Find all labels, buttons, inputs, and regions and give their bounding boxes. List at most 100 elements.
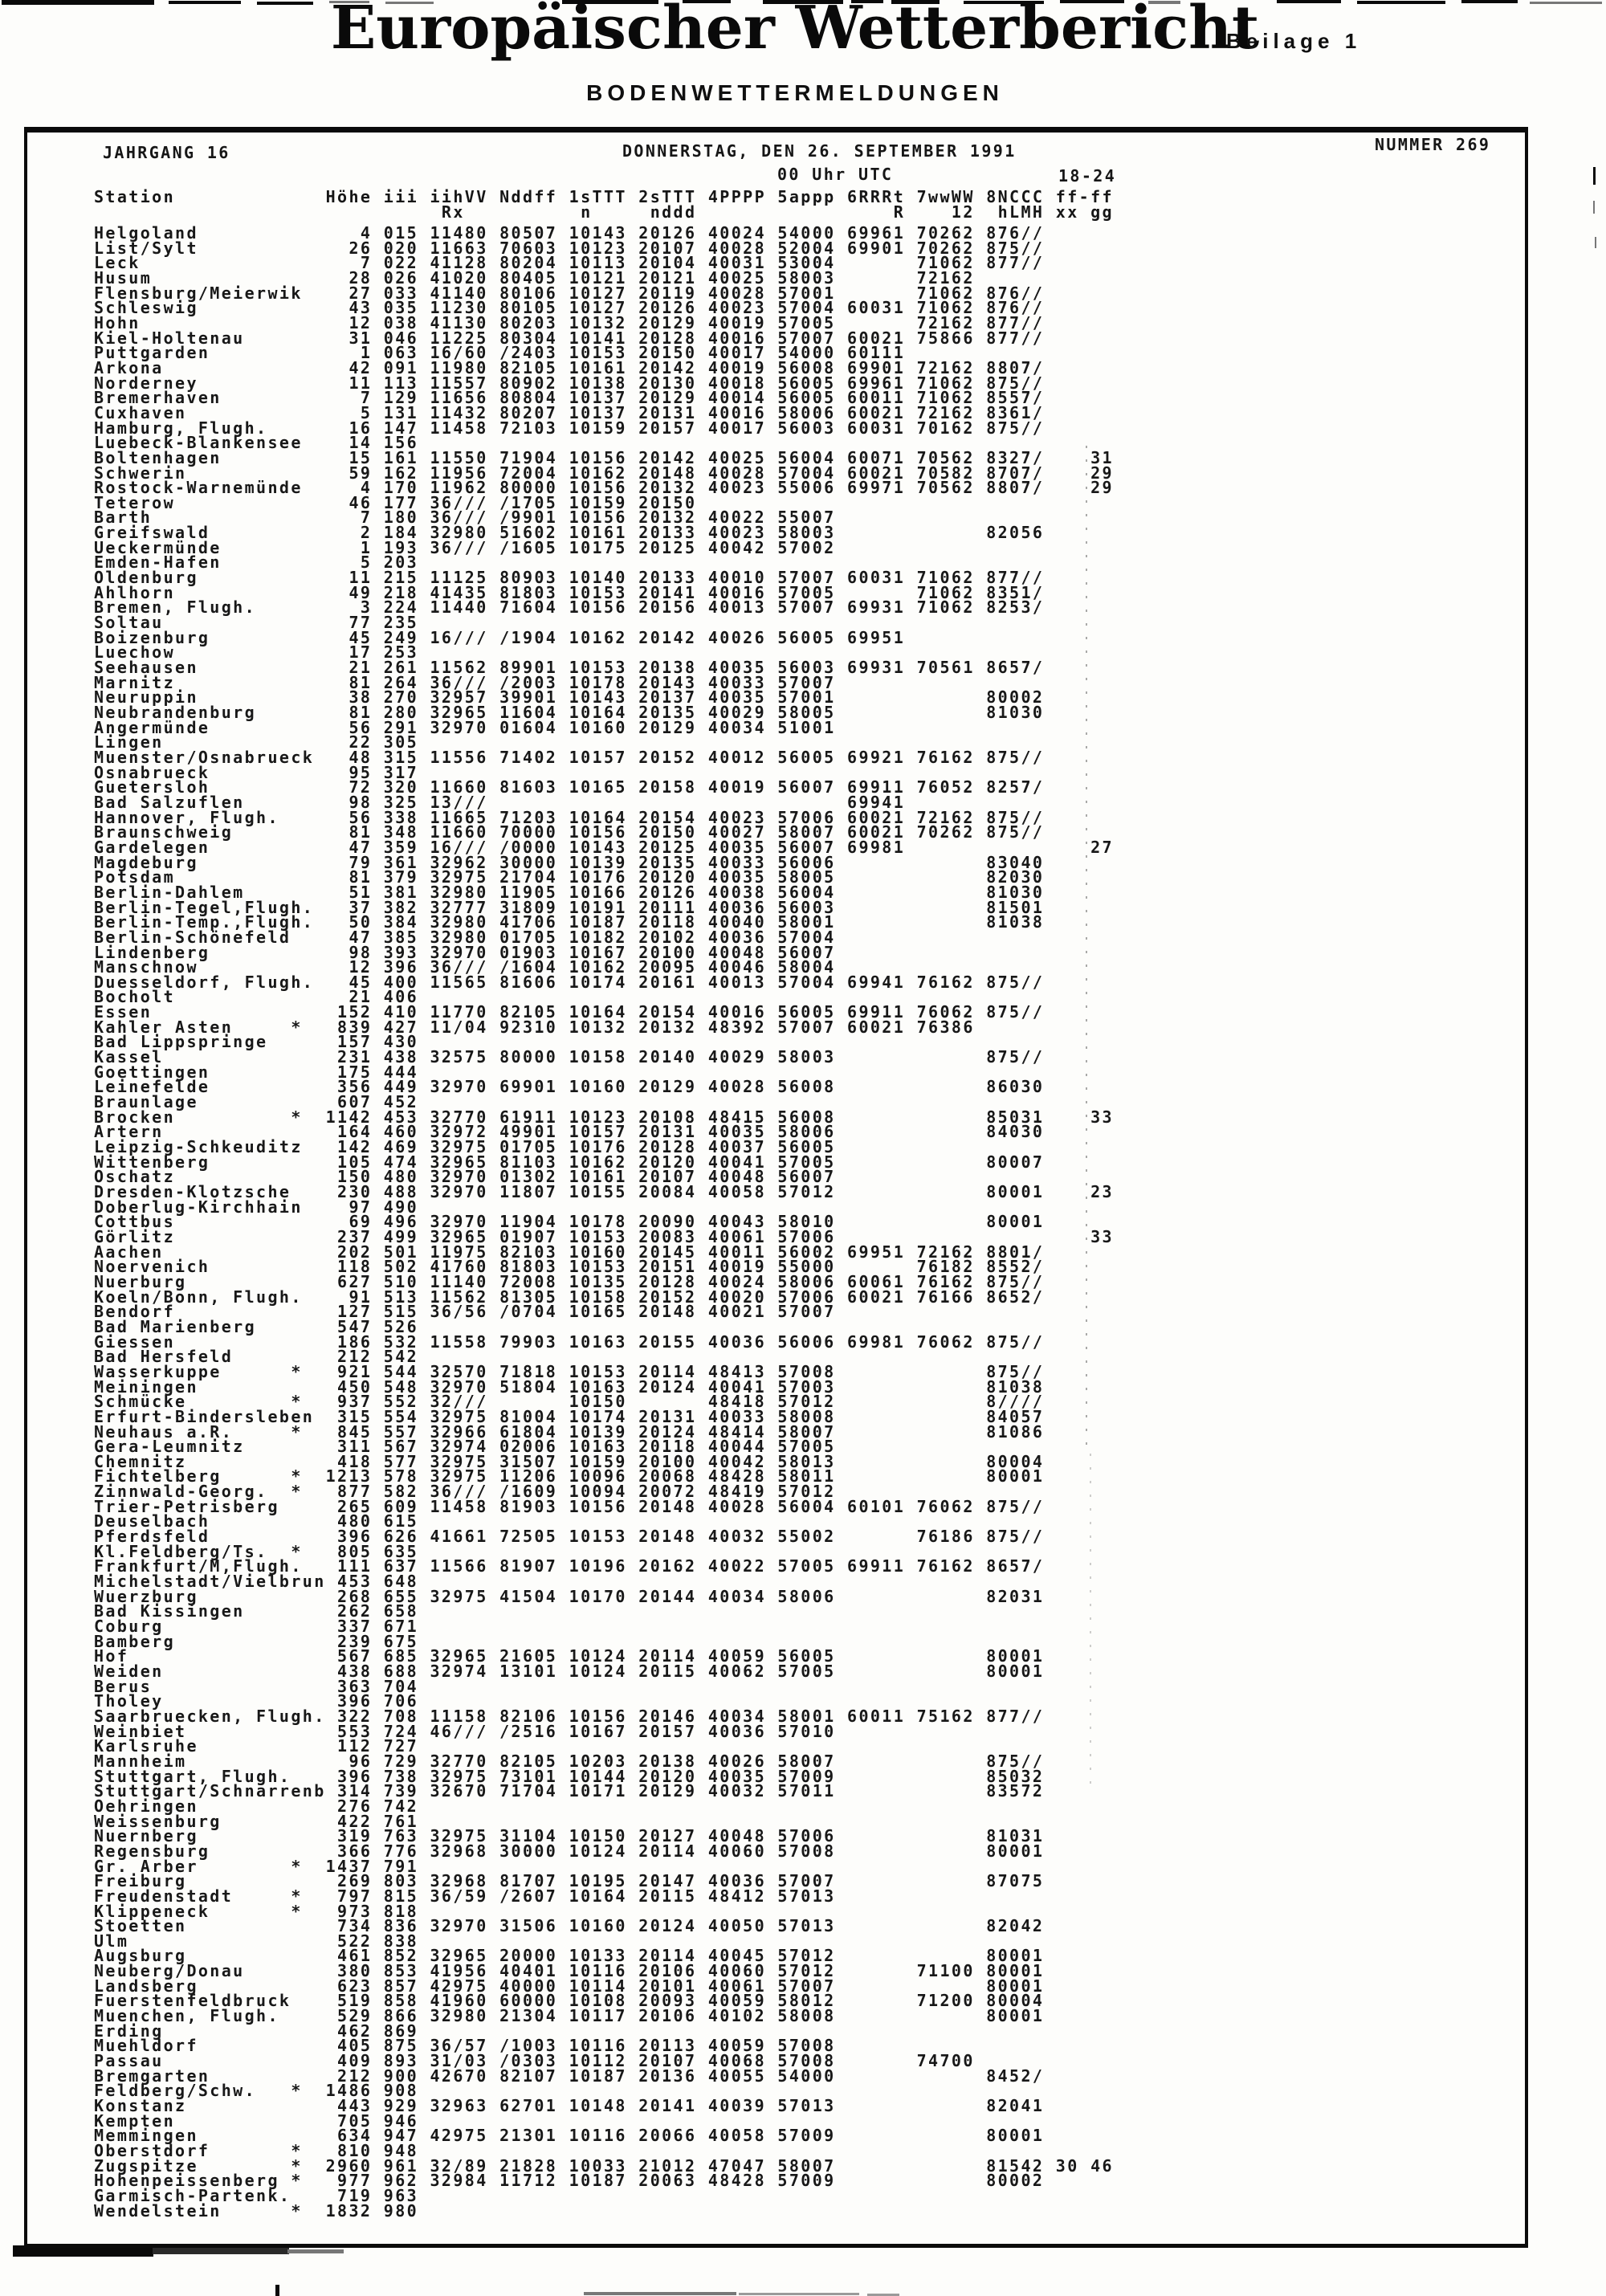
- station-row: Augsburg 461 852 32965 20000 10133 20114…: [94, 1946, 1045, 1966]
- scan-artifact: [1148, 1, 1180, 4]
- scan-artifact: [2, 0, 154, 5]
- station-row: Osnabrueck 95 317: [94, 762, 419, 782]
- station-row: Manschnow 12 396 36/// /1604 10162 20095…: [94, 957, 836, 977]
- station-row: Kl.Feldberg/Ts. * 805 635: [94, 1541, 419, 1561]
- station-row: Luebeck-Blankensee 14 156: [94, 433, 419, 453]
- station-row: Essen 152 410 11770 82105 10164 20154 40…: [94, 1002, 1045, 1022]
- station-row: Bendorf 127 515 36/56 /0704 10165 20148 …: [94, 1302, 836, 1322]
- station-row: Luechow 17 253: [94, 642, 419, 663]
- station-row: Leck 7 022 41128 80204 10113 20104 40031…: [94, 253, 1045, 273]
- station-row: Zinnwald-Georg. * 877 582 36/// /1609 10…: [94, 1482, 836, 1502]
- scan-artifact: [851, 0, 883, 3]
- scan-artifact: [1277, 0, 1341, 3]
- station-row: Husum 28 026 41020 80405 10121 20121 400…: [94, 267, 975, 288]
- scan-artifact: [584, 2292, 736, 2295]
- station-row: Karlsruhe 112 727: [94, 1736, 419, 1756]
- station-row: Ueckermünde 1 193 36/// /1605 10175 2012…: [94, 537, 836, 557]
- time-utc-label: 00 Uhr UTC: [777, 165, 894, 184]
- page-title: Europäischer Wetterbericht: [330, 0, 1260, 63]
- station-row: Neuruppin 38 270 32957 39901 10143 20137…: [94, 687, 1045, 708]
- scan-artifact: [385, 2, 434, 4]
- station-row: Magdeburg 79 361 32962 30000 10139 20135…: [94, 852, 1045, 872]
- station-row: Bremerhaven 7 129 11656 80804 10137 2012…: [94, 388, 1045, 408]
- station-row: Teterow 46 177 36/// /1705 10159 20150: [94, 492, 697, 512]
- station-row: Coburg 337 671: [94, 1617, 419, 1637]
- scan-artifact: [169, 1, 241, 4]
- period-label: 18-24: [1058, 166, 1117, 186]
- station-row: Dresden-Klotzsche 230 488 32970 11807 10…: [94, 1182, 1114, 1201]
- station-row: Neuhaus a.R. * 845 557 32966 61804 10139…: [94, 1421, 1045, 1442]
- station-row: Berlin-Dahlem 51 381 32980 11905 10166 2…: [94, 882, 1045, 902]
- station-row: Trier-Petrisberg 265 609 11458 81903 101…: [94, 1496, 1045, 1516]
- station-row: Görlitz 237 499 32965 01907 10153 20083 …: [94, 1226, 1114, 1246]
- scan-artifact: [1530, 2, 1602, 4]
- station-row: Erfurt-Bindersleben 315 554 32975 81004 …: [94, 1406, 1045, 1426]
- station-row: Guetersloh 72 320 11660 81603 10165 2015…: [94, 777, 1045, 797]
- station-row: Michelstadt/Vielbrun 453 648: [94, 1572, 419, 1592]
- station-row: Arkona 42 091 11980 82105 10161 20142 40…: [94, 357, 1045, 377]
- scan-artifact: [1090, 1454, 1091, 1791]
- station-row: Weiden 438 688 32974 13101 10124 20115 4…: [94, 1662, 1045, 1681]
- scan-artifact: [964, 1, 1044, 4]
- station-row: Kiel-Holtenau 31 046 11225 80304 10141 2…: [94, 328, 1045, 348]
- station-row: Weissenburg 422 761: [94, 1811, 419, 1831]
- scan-artifact: [1060, 0, 1124, 3]
- station-row: Flensburg/Meierwik 27 033 41140 80106 10…: [94, 283, 1045, 303]
- station-row: Frankfurt/M,Flugh. 111 637 11566 81907 1…: [94, 1556, 1045, 1576]
- station-row: Neuberg/Donau 380 853 41956 40401 10116 …: [94, 1961, 1045, 1981]
- station-row: Lindenberg 98 393 32970 01903 10167 2010…: [94, 942, 836, 962]
- station-row: Tholey 396 706: [94, 1691, 419, 1711]
- station-row: Schmücke * 937 552 32/// 10150 48418 570…: [94, 1392, 1045, 1412]
- station-row: Feldberg/Schw. * 1486 908: [94, 2081, 419, 2101]
- station-row: Kahler Asten * 839 427 11/04 92310 10132…: [94, 1017, 975, 1037]
- station-row: Bamberg 239 675: [94, 1631, 419, 1651]
- station-row: Aachen 202 501 11975 82103 10160 20145 4…: [94, 1242, 1045, 1262]
- station-row: Freudenstadt * 797 815 36/59 /2607 10164…: [94, 1886, 836, 1906]
- station-row: Wuerzburg 268 655 32975 41504 10170 2014…: [94, 1586, 1045, 1606]
- station-row: Pferdsfeld 396 626 41661 72505 10153 201…: [94, 1527, 1045, 1547]
- station-row: Memmingen 634 947 42975 21301 10116 2006…: [94, 2126, 1045, 2146]
- station-row: Barth 7 180 36/// /9901 10156 20132 4002…: [94, 508, 836, 528]
- station-row: Soltau 77 235: [94, 613, 419, 633]
- station-row: Potsdam 81 379 32975 21704 10176 20120 4…: [94, 867, 1045, 887]
- column-header-row-1: Station Höhe iii iihVV Nddff 1sTTT 2sTTT…: [94, 187, 1114, 206]
- station-row: Bad Marienberg 547 526: [94, 1316, 419, 1336]
- station-row: Berlin-Schönefeld 47 385 32980 01705 101…: [94, 927, 836, 947]
- station-row: Klippeneck * 973 818: [94, 1901, 419, 1921]
- scan-artifact: [329, 1, 369, 3]
- station-row: Doberlug-Kirchhain 97 490: [94, 1197, 419, 1217]
- station-row: Giessen 186 532 11558 79903 10163 20155 …: [94, 1332, 1045, 1352]
- station-row: Puttgarden 1 063 16/60 /2403 10153 20150…: [94, 343, 906, 363]
- station-row: Leipzig-Schkeuditz 142 469 32975 01705 1…: [94, 1137, 836, 1157]
- station-row: Oehringen 276 742: [94, 1796, 419, 1816]
- station-row: Kassel 231 438 32575 80000 10158 20140 4…: [94, 1047, 1045, 1067]
- station-row: Konstanz 443 929 32963 62701 10148 20141…: [94, 2096, 1045, 2116]
- station-row: Schleswig 43 035 11230 80105 10127 20126…: [94, 298, 1045, 318]
- volume-label: JAHRGANG 16: [103, 143, 230, 162]
- station-row: Oldenburg 11 215 11125 80903 10140 20133…: [94, 568, 1045, 588]
- station-row: Cuxhaven 5 131 11432 80207 10137 20131 4…: [94, 402, 1045, 422]
- station-row: Fuerstenfeldbruck 519 858 41960 60000 10…: [94, 1991, 1045, 2011]
- date-line: DONNERSTAG, DEN 26. SEPTEMBER 1991: [622, 141, 1017, 161]
- scan-artifact: [1357, 1, 1445, 4]
- station-row: Stoetten 734 836 32970 31506 10160 20124…: [94, 1916, 1045, 1936]
- scan-artifact: [739, 2293, 859, 2295]
- scan-artifact: [891, 0, 940, 4]
- station-row: Angermünde 56 291 32970 01604 10160 2012…: [94, 717, 836, 737]
- station-row: Schwerin 59 162 11956 72004 10162 20148 …: [94, 463, 1114, 483]
- station-row: Boizenburg 45 249 16/// /1904 10162 2014…: [94, 627, 906, 647]
- station-row: Koeln/Bonn, Flugh. 91 513 11562 81305 10…: [94, 1287, 1045, 1307]
- station-row: Braunschweig 81 348 11660 70000 10156 20…: [94, 822, 1045, 842]
- station-row: Garmisch-Partenk. 719 963: [94, 2185, 419, 2205]
- scan-artifact: [13, 2245, 153, 2257]
- column-header-row-2: Rx n nddd R 12 hLMH xx gg: [94, 202, 1114, 222]
- scan-artifact: [562, 0, 658, 4]
- station-row: Wendelstein * 1832 980: [94, 2200, 419, 2221]
- station-row: Lingen 22 305: [94, 732, 419, 752]
- station-row: Muenster/Osnabrueck 48 315 11556 71402 1…: [94, 747, 1045, 767]
- station-row: Bocholt 21 406: [94, 987, 419, 1007]
- page-subtitle: BODENWETTERMELDUNGEN: [586, 80, 1004, 105]
- scan-artifact: [1593, 201, 1595, 214]
- station-row: Berus 363 704: [94, 1676, 419, 1696]
- station-row: Duesseldorf, Flugh. 45 400 11565 81606 1…: [94, 972, 1045, 992]
